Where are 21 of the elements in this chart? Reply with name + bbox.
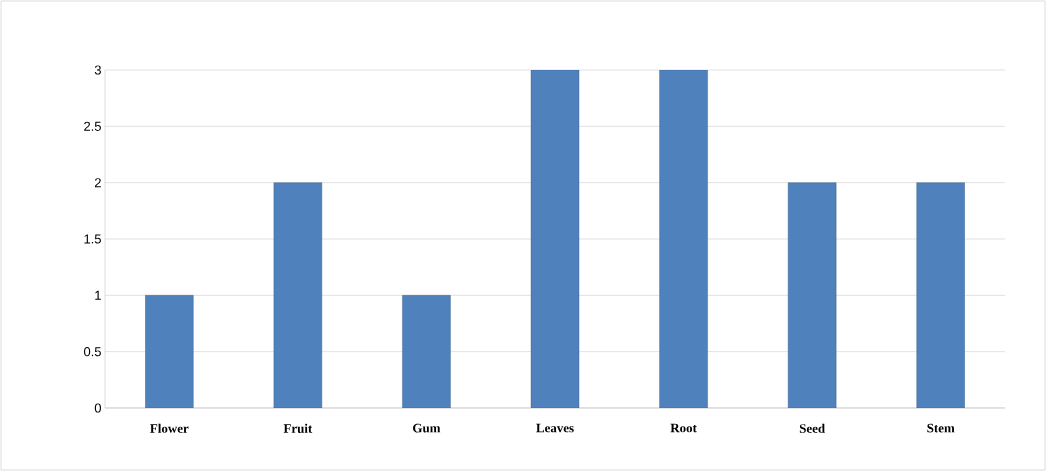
- bar: [659, 69, 708, 408]
- x-tick-label: Root: [670, 423, 697, 433]
- x-tick-label: Gum: [413, 423, 441, 433]
- y-tick-label: 1: [95, 290, 101, 300]
- y-tick-label: 2.5: [84, 121, 101, 131]
- bar: [530, 69, 580, 408]
- bar: [787, 182, 837, 408]
- y-tick-label: 3: [94, 65, 101, 75]
- x-tick-label: Stem: [927, 423, 955, 433]
- y-tick-label: 0: [94, 403, 101, 413]
- bar: [402, 295, 451, 408]
- x-tick-label: Fruit: [283, 423, 313, 433]
- y-tick-label: 2: [94, 178, 101, 188]
- bar: [145, 295, 194, 408]
- bar: [916, 182, 965, 408]
- x-tick-label: Leaves: [536, 423, 574, 433]
- y-tick-label: 1.5: [84, 234, 101, 244]
- x-tick-label: Flower: [150, 423, 189, 433]
- y-tick-label: 0.5: [83, 347, 101, 357]
- bar: [273, 182, 323, 408]
- x-tick-label: Seed: [799, 423, 825, 433]
